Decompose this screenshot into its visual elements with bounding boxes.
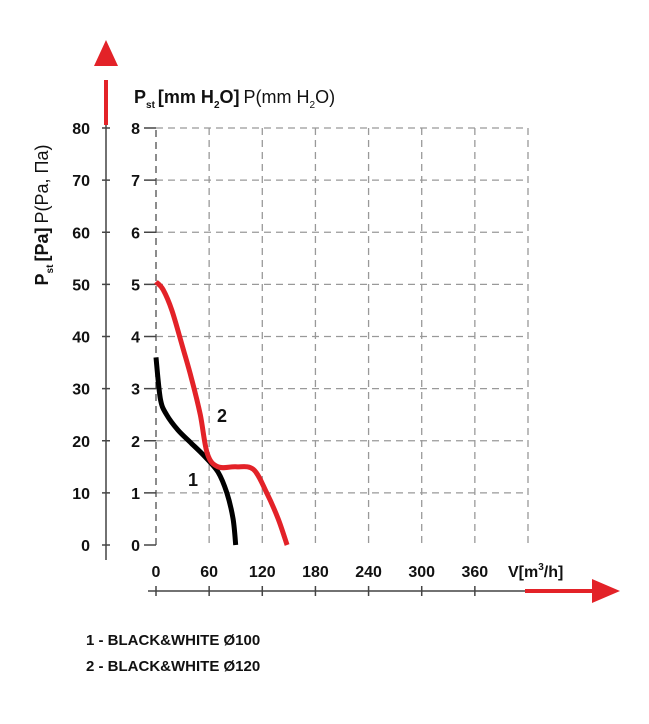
x-tick-label: 180 [302,564,329,581]
x-tick-label: 60 [200,564,218,581]
y-tick-label-mm: 4 [131,330,140,347]
y-tick-label-mm: 8 [131,121,140,138]
curve-label-2: 2 [217,406,227,426]
y-tick-label-mm: 7 [131,173,140,190]
y-tick-label-mm: 6 [131,225,140,242]
y-tick-label-pa: 70 [72,173,90,190]
x-axis-arrow-icon [592,579,620,603]
y-tick-label-pa: 0 [81,538,90,555]
y-tick-label-mm: 0 [131,538,140,555]
grid-lines [156,127,529,545]
x-tick-label: 0 [152,564,161,581]
legend-item-1: 1 - BLACK&WHITE Ø100 [86,632,260,649]
y-tick-label-pa: 10 [72,486,90,503]
performance-curves [153,279,290,546]
x-tick-label: 240 [355,564,382,581]
curve-label-1: 1 [188,470,198,490]
x-tick-label: 300 [408,564,435,581]
y-axis-title-pa: Pst[Pa]P(Pa, Па) [32,145,56,286]
y-tick-label-mm: 5 [131,277,140,294]
curve-2 [154,279,290,546]
y-axis-title-mm: Pst [mm H2O] P(mm H2O) [134,87,335,111]
y-tick-label-mm: 3 [131,382,140,399]
x-tick-label: 360 [462,564,489,581]
legend-item-2: 2 - BLACK&WHITE Ø120 [86,658,260,675]
curve-1 [153,357,239,546]
tick-labels: 0 010 120 230 340 450 560 670 780 80 60 120 180 240 30… [72,121,488,596]
y-axis-arrow-icon [94,40,118,66]
y-tick-label-mm: 2 [131,434,140,451]
y-tick-label-pa: 40 [72,330,90,347]
y-tick-label-pa: 50 [72,277,90,294]
y-tick-label-pa: 80 [72,121,90,138]
x-axis-label: V[m3/h] [508,562,563,581]
y-tick-label-pa: 60 [72,225,90,242]
y-tick-label-mm: 1 [131,486,140,503]
y-tick-label-pa: 30 [72,382,90,399]
x-tick-label: 120 [249,564,276,581]
y-tick-label-pa: 20 [72,434,90,451]
